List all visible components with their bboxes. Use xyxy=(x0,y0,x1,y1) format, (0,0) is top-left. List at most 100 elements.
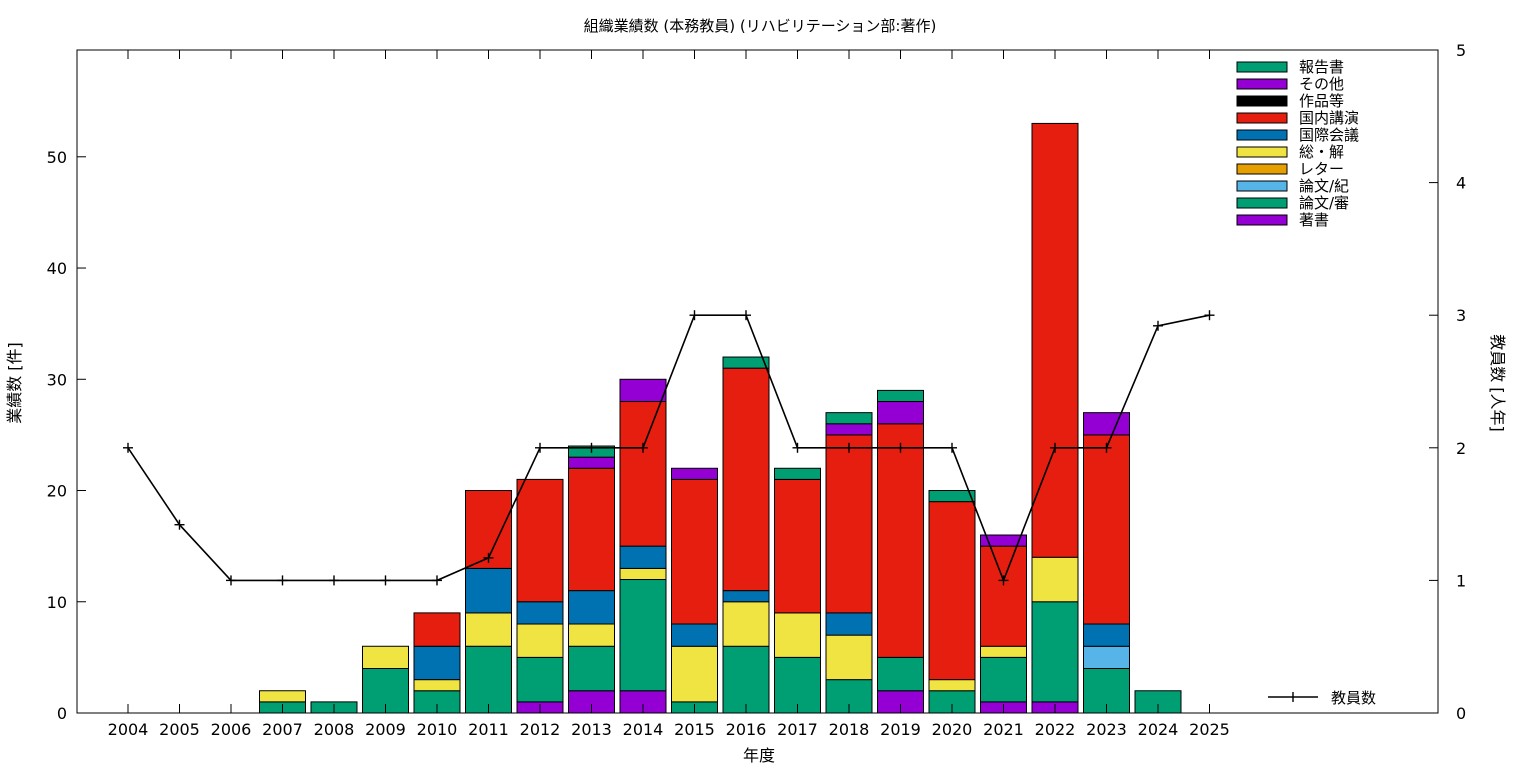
line-point-2011 xyxy=(483,552,494,563)
line-point-2005 xyxy=(174,519,185,530)
x-axis-label: 年度 xyxy=(743,746,775,765)
bar-2011-series-4 xyxy=(465,612,512,647)
bar-2022-series-6 xyxy=(1031,122,1079,558)
x-tick-label-2022: 2022 xyxy=(1035,720,1076,739)
legend-label-2: 作品等 xyxy=(1299,92,1344,110)
bar-2016-series-1 xyxy=(722,645,770,714)
legend-label-5: 総・解 xyxy=(1299,143,1344,161)
bar-2012-series-1 xyxy=(516,656,564,703)
x-tick-label-2015: 2015 xyxy=(674,720,715,739)
line-point-2016 xyxy=(741,310,751,321)
y-tick-label-20: 20 xyxy=(47,482,67,501)
bar-2019-series-1 xyxy=(877,656,924,692)
bar-2022-series-4 xyxy=(1031,556,1079,603)
legend-swatch-7 xyxy=(1236,180,1288,192)
line-point-2007 xyxy=(277,575,288,586)
bar-2011-series-5 xyxy=(465,567,512,614)
legend-swatch-3 xyxy=(1236,112,1288,124)
x-tick-label-2018: 2018 xyxy=(829,720,870,739)
y-axis-label: 業績数 [件] xyxy=(5,342,24,424)
bar-2012-series-6 xyxy=(516,478,564,603)
legend-swatch-5 xyxy=(1236,146,1288,158)
line-point-2020 xyxy=(947,442,957,453)
bar-2010-series-4 xyxy=(413,679,461,692)
x-tick-label-2014: 2014 xyxy=(623,720,664,739)
line-point-2004 xyxy=(123,442,133,453)
legend-label-3: 国内講演 xyxy=(1299,109,1359,127)
chart-title: 組織業績数 (本務教員) (リハビリテーション部:著作) xyxy=(584,17,937,35)
bar-2023-series-2 xyxy=(1083,645,1130,670)
x-tick-label-2007: 2007 xyxy=(262,720,303,739)
line-point-2013 xyxy=(586,442,597,453)
line-layer xyxy=(123,310,1215,586)
line-point-2015 xyxy=(689,310,700,321)
line-point-2010 xyxy=(432,575,442,586)
y2-tick-label-2: 2 xyxy=(1456,439,1466,458)
bar-2015-series-6 xyxy=(671,478,718,625)
bar-2021-series-8 xyxy=(980,534,1027,547)
x-tick-label-2025: 2025 xyxy=(1189,720,1230,739)
legend-label-7: 論文/紀 xyxy=(1299,177,1349,195)
x-tick-label-2005: 2005 xyxy=(159,720,200,739)
x-tick-label-2008: 2008 xyxy=(314,720,355,739)
bar-2019-series-9 xyxy=(877,389,924,403)
y-tick-label-30: 30 xyxy=(47,370,67,389)
bar-2019-series-8 xyxy=(877,401,924,425)
legend-line-label: 教員数 xyxy=(1331,689,1376,707)
x-tick-label-2024: 2024 xyxy=(1138,720,1179,739)
x-tick-label-2004: 2004 xyxy=(108,720,149,739)
line-point-2022 xyxy=(1050,442,1060,453)
line-point-2023 xyxy=(1101,442,1112,453)
legend-swatch-4 xyxy=(1236,129,1288,141)
bar-2015-series-8 xyxy=(671,467,718,480)
line-point-2008 xyxy=(329,575,339,586)
line-point-2024 xyxy=(1153,320,1163,331)
x-tick-label-2023: 2023 xyxy=(1086,720,1127,739)
bar-2014-series-5 xyxy=(619,545,667,569)
legend-label-8: 論文/審 xyxy=(1299,194,1349,212)
bars-layer xyxy=(259,122,1182,714)
bar-2016-series-6 xyxy=(722,367,770,592)
line-point-2009 xyxy=(380,575,391,586)
x-tick-label-2021: 2021 xyxy=(983,720,1024,739)
x-tick-label-2012: 2012 xyxy=(520,720,561,739)
bar-2015-series-5 xyxy=(671,623,718,647)
legend-swatch-1 xyxy=(1236,78,1288,90)
line-point-2021 xyxy=(998,575,1009,586)
x-tick-label-2020: 2020 xyxy=(932,720,973,739)
bar-2012-series-5 xyxy=(516,601,564,625)
axes-layer: 0 10 20 30 40 50 0 1 2 3 4 5 2004 2005 2006 2007 2008 200… xyxy=(47,41,1467,739)
y2-axis-label: 教員数 [人年] xyxy=(1488,334,1507,432)
line-point-2018 xyxy=(844,442,854,453)
bar-2015-series-4 xyxy=(671,645,718,703)
y2-tick-label-0: 0 xyxy=(1456,704,1466,723)
line-teachers xyxy=(127,314,1210,583)
bar-2023-series-6 xyxy=(1083,434,1130,625)
y-tick-label-40: 40 xyxy=(47,259,67,278)
bar-2018-series-5 xyxy=(825,612,873,636)
legend-label-6: レター xyxy=(1299,160,1344,178)
bar-2014-series-4 xyxy=(619,567,667,581)
bar-2020-series-6 xyxy=(928,501,976,681)
x-tick-label-2013: 2013 xyxy=(571,720,612,739)
bar-2017-series-1 xyxy=(774,656,821,714)
x-tick-label-2006: 2006 xyxy=(211,720,252,739)
bar-2007-series-4 xyxy=(259,690,306,703)
bar-2014-series-6 xyxy=(619,401,667,547)
line-point-2006 xyxy=(226,575,236,586)
bar-2016-series-5 xyxy=(722,590,770,603)
legend-swatch-2 xyxy=(1236,95,1288,107)
bar-2016-series-4 xyxy=(722,601,770,647)
bar-2023-series-8 xyxy=(1083,412,1130,436)
y-tick-label-0: 0 xyxy=(57,704,67,723)
legend-label-9: 著書 xyxy=(1299,211,1329,229)
y2-tick-label-4: 4 xyxy=(1456,174,1466,193)
bar-2018-series-8 xyxy=(825,423,873,436)
bar-2013-series-1 xyxy=(568,645,615,692)
x-tick-label-2017: 2017 xyxy=(777,720,818,739)
bar-2011-series-1 xyxy=(465,645,512,714)
x-tick-label-2016: 2016 xyxy=(726,720,767,739)
